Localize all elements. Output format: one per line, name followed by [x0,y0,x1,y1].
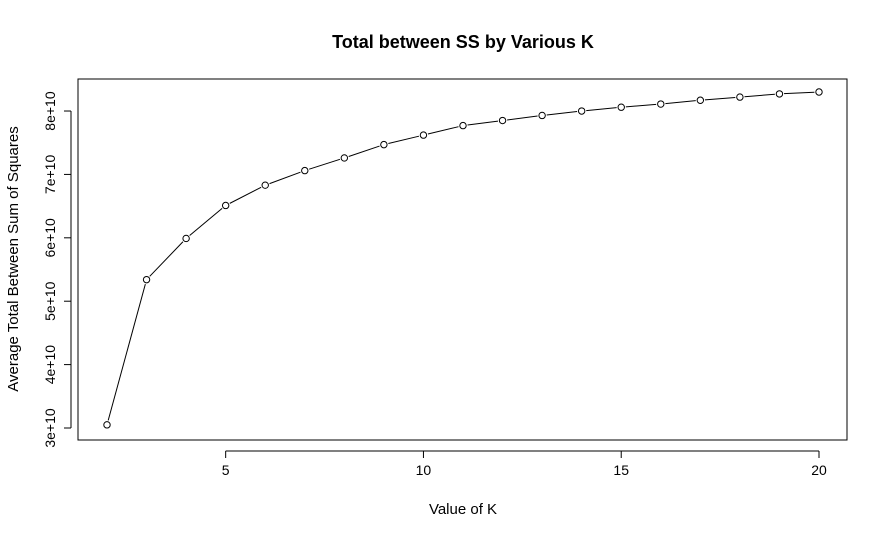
data-point [538,111,546,120]
data-point [498,116,507,125]
data-point [301,166,309,175]
y-axis: 3e+10 4e+10 5e+10 6e+10 7e+10 8e+10 [42,91,72,448]
line-segment [467,120,499,126]
y-tick-label: 5e+10 [42,281,58,321]
data-point [380,140,388,149]
data-point [617,103,625,111]
data-point [142,275,151,284]
y-tick-label: 7e+10 [42,155,58,195]
line-segment [546,111,578,116]
line-segment [744,93,775,98]
line-segment [388,135,420,145]
line-segment [625,103,657,108]
line-segment [348,145,380,157]
line-segment [107,283,146,421]
data-point [696,96,705,104]
x-tick-label: 20 [811,462,827,478]
x-axis-label: Value of K [429,501,497,518]
line-segment [149,241,184,277]
data-point [459,121,467,130]
line-segment [784,91,815,95]
line-segment [704,96,736,101]
x-tick-label: 5 [222,462,230,478]
y-axis-label: Average Total Between Sum of Squares [5,126,22,391]
line-segment [507,115,538,121]
line-segment [189,208,223,236]
data-point [182,234,190,243]
line-segment [427,126,459,135]
y-tick-label: 4e+10 [42,345,58,385]
data-point [221,201,230,210]
data-point [657,100,665,108]
y-tick-label: 6e+10 [42,218,58,258]
line-segment [269,171,301,185]
line-segment [309,158,341,170]
data-point [577,107,586,115]
line-segment [229,186,262,204]
data-point [815,88,823,96]
data-point [340,154,349,162]
chart-title: Total between SS by Various K [332,32,594,52]
x-tick-label: 15 [613,462,629,478]
data-point [736,93,744,101]
plot-box [77,78,848,441]
y-tick-label: 3e+10 [42,408,58,448]
x-axis: 5 10 15 20 [222,450,827,478]
data-point [419,131,428,139]
line-segment [586,107,617,112]
line-segment [665,100,696,105]
data-point [775,90,784,98]
data-point [103,421,111,429]
data-point [261,181,269,189]
y-tick-label: 8e+10 [42,91,58,131]
data-series [103,88,823,429]
x-tick-label: 10 [416,462,432,478]
